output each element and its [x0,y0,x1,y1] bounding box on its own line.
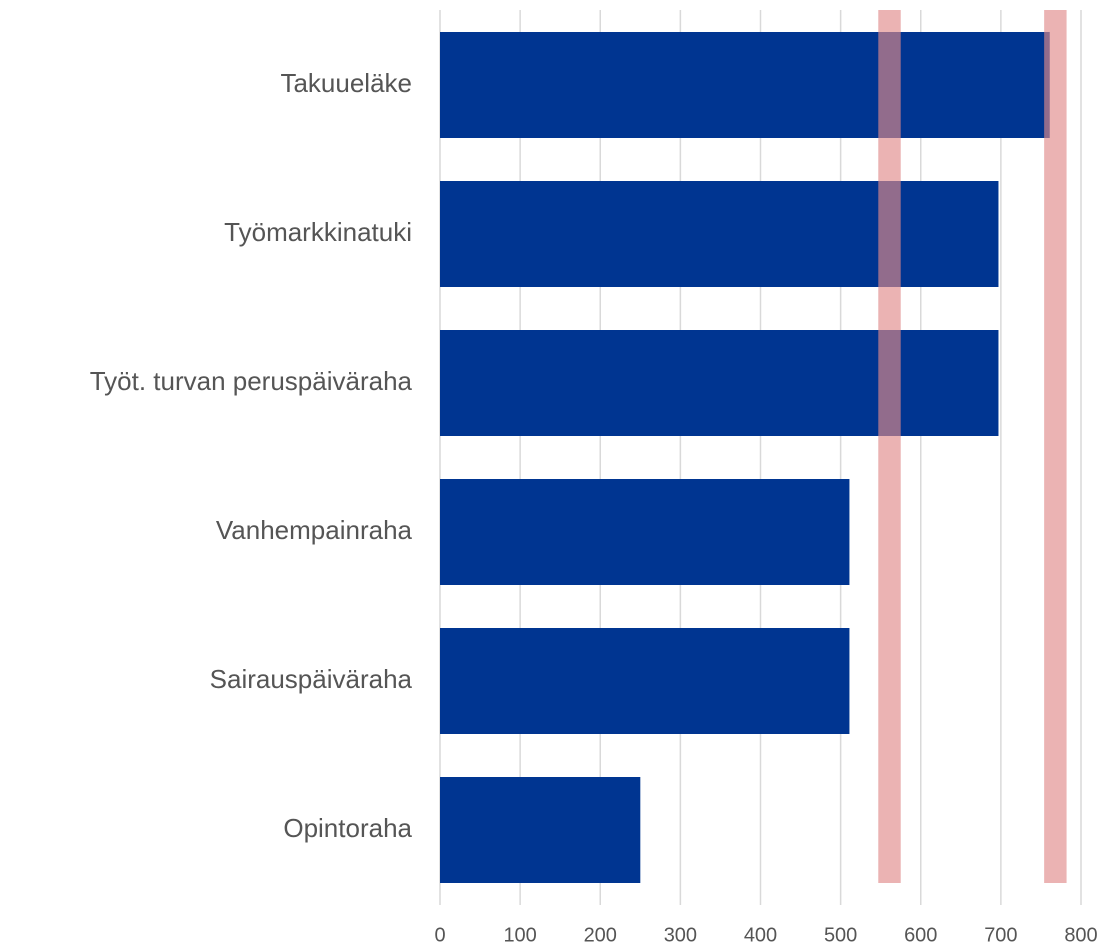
y-tick-label: Opintoraha [283,813,412,843]
bar [440,181,999,287]
x-tick-label: 500 [824,924,857,946]
x-tick-label: 600 [904,924,937,946]
bar [440,479,850,585]
x-tick-label: 0 [434,924,445,946]
bar [440,628,850,734]
bar [440,330,999,436]
x-tick-label: 200 [584,924,617,946]
x-tick-label: 800 [1064,924,1097,946]
reference-band [1044,10,1067,883]
x-tick-label: 700 [984,924,1017,946]
y-tick-label: Sairauspäiväraha [210,664,413,694]
x-tick-label: 300 [664,924,697,946]
y-tick-label: Takuueläke [280,68,412,98]
x-tick-label: 400 [744,924,777,946]
y-tick-label: Työt. turvan peruspäiväraha [90,366,413,396]
x-tick-label: 100 [503,924,536,946]
y-tick-label: Työmarkkinatuki [224,217,412,247]
reference-band [878,10,901,883]
bar [440,32,1050,138]
bar [440,777,641,883]
y-tick-label: Vanhempainraha [216,515,413,545]
